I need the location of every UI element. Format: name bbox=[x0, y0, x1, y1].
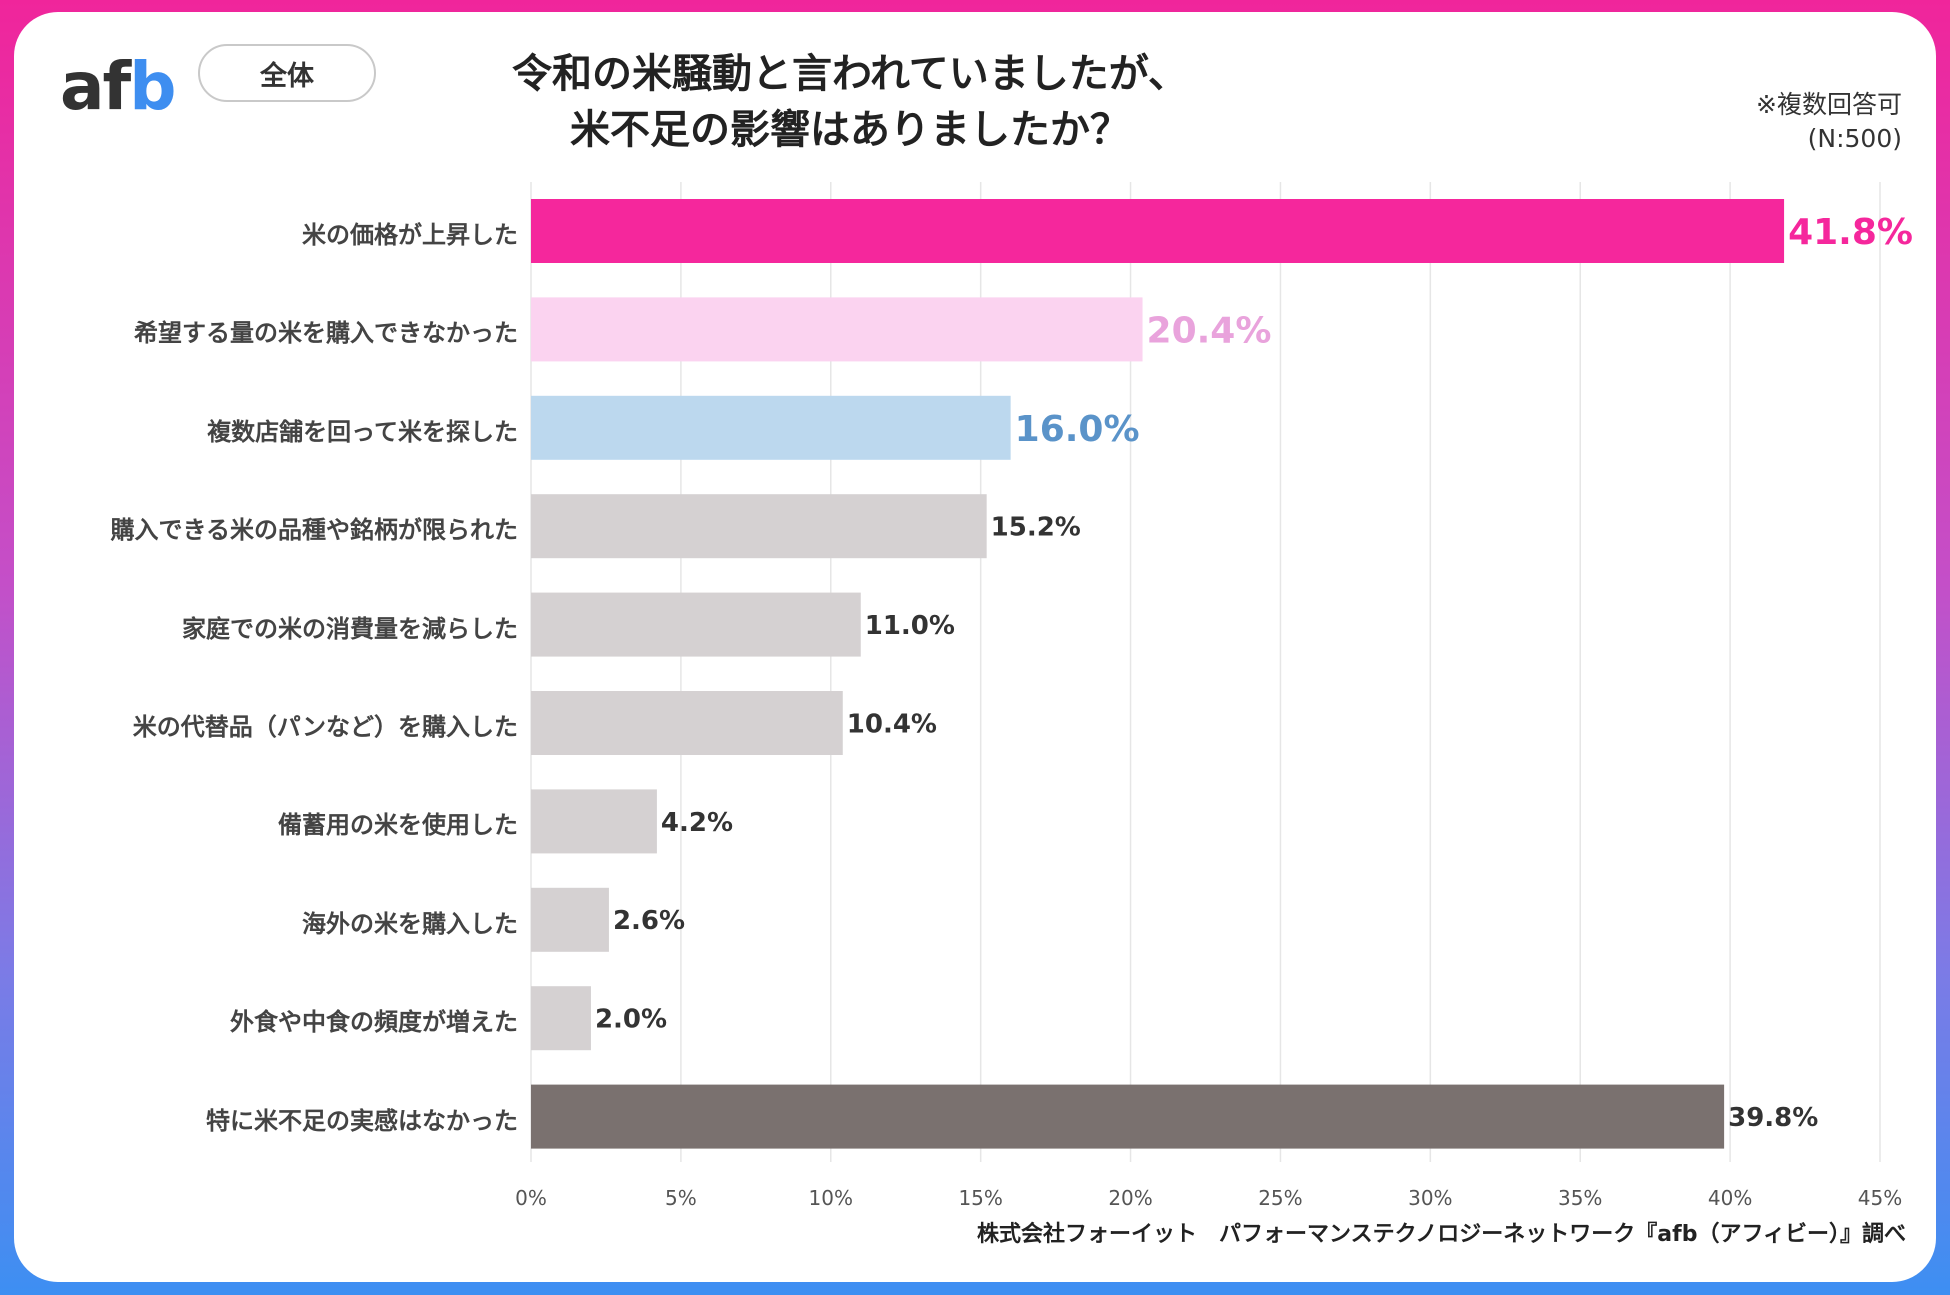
x-tick-label-15: 15% bbox=[958, 1186, 1002, 1210]
value-label-7: 2.6% bbox=[613, 906, 685, 936]
value-label-8: 2.0% bbox=[595, 1005, 667, 1035]
bar-9 bbox=[531, 1084, 1725, 1149]
value-label-1: 20.4% bbox=[1147, 310, 1272, 351]
x-tick-label-25: 25% bbox=[1258, 1186, 1302, 1210]
value-label-5: 10.4% bbox=[847, 709, 937, 739]
bar-0 bbox=[531, 199, 1785, 263]
scope-badge: 全体 bbox=[198, 44, 376, 102]
value-label-9: 39.8% bbox=[1728, 1103, 1818, 1133]
bar-5 bbox=[531, 691, 843, 755]
value-label-2: 16.0% bbox=[1015, 409, 1140, 450]
value-label-6: 4.2% bbox=[661, 808, 733, 838]
category-label-5: 米の代替品（パンなど）を購入した bbox=[132, 713, 518, 741]
x-tick-label-5: 5% bbox=[665, 1186, 697, 1210]
x-tick-label-35: 35% bbox=[1558, 1186, 1602, 1210]
source-credit: 株式会社フォーイット パフォーマンステクノロジーネットワーク『afb（アフィビー… bbox=[977, 1222, 1906, 1247]
bar-8 bbox=[531, 986, 591, 1051]
category-label-2: 複数店舗を回って米を探した bbox=[207, 417, 518, 446]
afb-logo: afb bbox=[60, 48, 177, 125]
sample-size: (N:500) bbox=[1807, 124, 1902, 153]
category-label-9: 特に米不足の実感はなかった bbox=[206, 1106, 518, 1135]
bar-3 bbox=[531, 494, 987, 559]
category-label-6: 備蓄用の米を使用した bbox=[278, 811, 518, 840]
category-label-8: 外食や中食の頻度が増えた bbox=[230, 1008, 518, 1037]
bar-6 bbox=[531, 789, 657, 854]
category-label-3: 購入できる米の品種や銘柄が限られた bbox=[110, 516, 518, 545]
category-label-7: 海外の米を購入した bbox=[302, 909, 518, 938]
x-tick-label-20: 20% bbox=[1108, 1186, 1152, 1210]
category-label-1: 希望する量の米を購入できなかった bbox=[134, 319, 518, 348]
chart-title: 令和の米騒動と言われていましたが、 米不足の影響はありましたか？ bbox=[470, 46, 1230, 158]
x-tick-label-45: 45% bbox=[1858, 1186, 1902, 1210]
value-label-0: 41.8% bbox=[1788, 212, 1913, 253]
bar-7 bbox=[531, 887, 609, 952]
bar-2 bbox=[531, 395, 1011, 460]
value-label-3: 15.2% bbox=[991, 513, 1081, 543]
x-tick-label-10: 10% bbox=[809, 1186, 853, 1210]
sample-note: ※複数回答可 (N:500) bbox=[1756, 88, 1902, 156]
x-tick-label-40: 40% bbox=[1708, 1186, 1752, 1210]
chart-title-line-2: 米不足の影響はありましたか？ bbox=[570, 107, 1130, 153]
x-tick-label-0: 0% bbox=[515, 1186, 547, 1210]
category-label-4: 家庭での米の消費量を減らした bbox=[182, 614, 518, 643]
value-label-4: 11.0% bbox=[865, 611, 955, 641]
bar-1 bbox=[531, 297, 1143, 362]
category-label-0: 米の価格が上昇した bbox=[302, 221, 518, 249]
chart-title-line-1: 令和の米騒動と言われていましたが、 bbox=[512, 51, 1188, 97]
multiple-answer-note: ※複数回答可 bbox=[1756, 90, 1902, 119]
bar-4 bbox=[531, 592, 861, 657]
x-tick-label-30: 30% bbox=[1408, 1186, 1452, 1210]
